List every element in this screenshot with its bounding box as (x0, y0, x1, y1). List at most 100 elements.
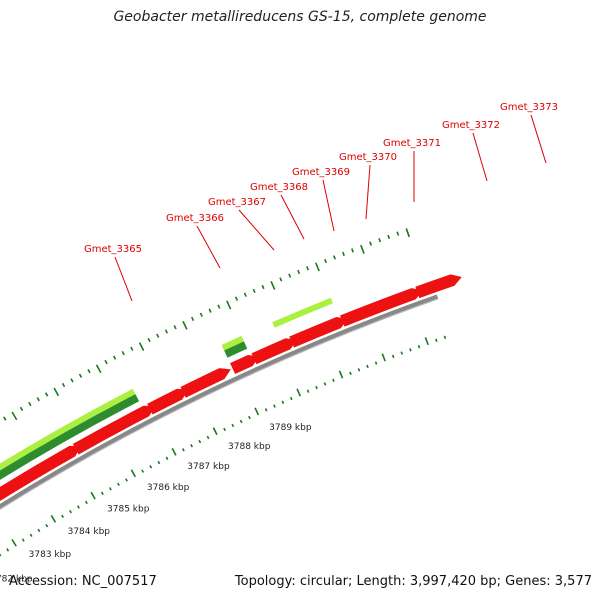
tick-mark (315, 385, 318, 390)
genome-title: Geobacter metallireducens GS-15, complet… (113, 9, 487, 25)
tick-mark (199, 312, 203, 317)
gene-callouts: Gmet_3365 Gmet_3366 Gmet_3367 Gmet_3368 Gmet… (84, 102, 558, 302)
tick-mark (315, 262, 320, 272)
tick-mark (53, 387, 60, 397)
tick-mark (87, 369, 91, 374)
tick-mark (288, 273, 292, 278)
scale-label: 3783 kbp (29, 550, 72, 560)
outer-tick-track (3, 228, 411, 421)
tick-mark (296, 388, 302, 397)
tick-mark (254, 407, 260, 416)
tick-mark (357, 368, 361, 372)
tick-mark (212, 427, 218, 436)
reverse-cds-4 (147, 388, 189, 415)
gene-label: Gmet_3371 (383, 138, 441, 149)
tick-mark (231, 423, 235, 428)
callout-line (238, 209, 275, 251)
scale-label: 3786 kbp (147, 483, 190, 493)
genome-summary: Topology: circular; Length: 3,997,420 bp… (234, 574, 592, 589)
tick-mark (156, 333, 160, 338)
tick-mark (306, 389, 310, 393)
tick-mark (324, 258, 327, 264)
tick-mark (226, 300, 232, 310)
scale-label: 3787 kbp (187, 462, 230, 472)
tick-mark (273, 404, 276, 408)
forward-cds-1 (0, 388, 136, 471)
tick-mark (366, 364, 369, 369)
tick-mark (387, 234, 391, 240)
tick-mark (37, 528, 41, 533)
callout-line (196, 225, 221, 269)
tick-mark (223, 427, 226, 432)
tick-mark (182, 320, 188, 330)
tick-mark (435, 338, 438, 343)
tick-mark (36, 397, 40, 402)
tick-mark (100, 491, 104, 496)
tick-mark (76, 505, 80, 509)
tick-mark (190, 316, 195, 322)
tick-mark (208, 308, 212, 313)
tick-mark (381, 353, 386, 362)
tick-mark (108, 487, 112, 491)
forward-cds-3 (272, 297, 333, 328)
backbone-highlight (0, 298, 439, 510)
reverse-cds-7 (251, 338, 298, 365)
scale-label: 3784 kbp (68, 527, 111, 537)
tick-mark (70, 378, 74, 383)
tick-mark (44, 392, 49, 397)
tick-mark (351, 248, 354, 253)
tick-mark (19, 406, 24, 411)
tick-mark (149, 465, 153, 469)
tick-mark (360, 244, 365, 254)
tick-mark (61, 514, 65, 518)
callout-line (530, 114, 547, 164)
tick-mark (239, 419, 243, 424)
scale-label: 3785 kbp (107, 504, 150, 514)
gene-label: Gmet_3368 (250, 182, 308, 193)
tick-mark (3, 416, 7, 421)
tick-mark (130, 346, 134, 351)
tick-mark (443, 335, 447, 339)
tick-mark (29, 533, 33, 537)
tick-mark (173, 325, 177, 330)
tick-mark (374, 361, 378, 365)
tick-mark (342, 251, 345, 257)
tick-mark (90, 491, 96, 500)
tick-mark (165, 456, 169, 460)
reverse-cds-10 (415, 274, 462, 299)
tick-mark (400, 351, 404, 355)
tick-mark (424, 337, 429, 346)
tick-mark (206, 435, 210, 440)
tick-mark (11, 539, 17, 547)
tick-mark (234, 296, 239, 301)
tick-mark (332, 378, 335, 383)
callout-line (322, 179, 335, 232)
tick-mark (21, 538, 25, 542)
tick-mark (369, 241, 373, 246)
gene-label: Gmet_3373 (500, 102, 558, 113)
tick-mark (333, 255, 336, 260)
backbone-ring (0, 294, 439, 510)
scale-label: 3782 kbp (0, 574, 33, 584)
callout-line (280, 194, 305, 240)
forward-cds-2 (221, 335, 244, 351)
tick-mark (95, 364, 102, 374)
forward-cds-inner-2 (224, 341, 248, 358)
reverse-cds-2 (0, 445, 81, 502)
gene-label: Gmet_3370 (339, 152, 397, 163)
tick-mark (121, 351, 125, 356)
tick-mark (281, 400, 285, 404)
gene-label: Gmet_3366 (166, 213, 224, 224)
tick-mark (181, 448, 185, 452)
inner-scale-track (0, 335, 447, 557)
reverse-cds-9 (340, 288, 423, 327)
tick-mark (130, 469, 136, 478)
tick-mark (198, 439, 202, 444)
tick-mark (164, 329, 169, 334)
tick-mark (261, 284, 265, 290)
tick-mark (264, 408, 268, 412)
tick-mark (243, 292, 247, 297)
forward-cds-inner-1 (0, 394, 140, 480)
reverse-cds-5 (180, 368, 231, 398)
